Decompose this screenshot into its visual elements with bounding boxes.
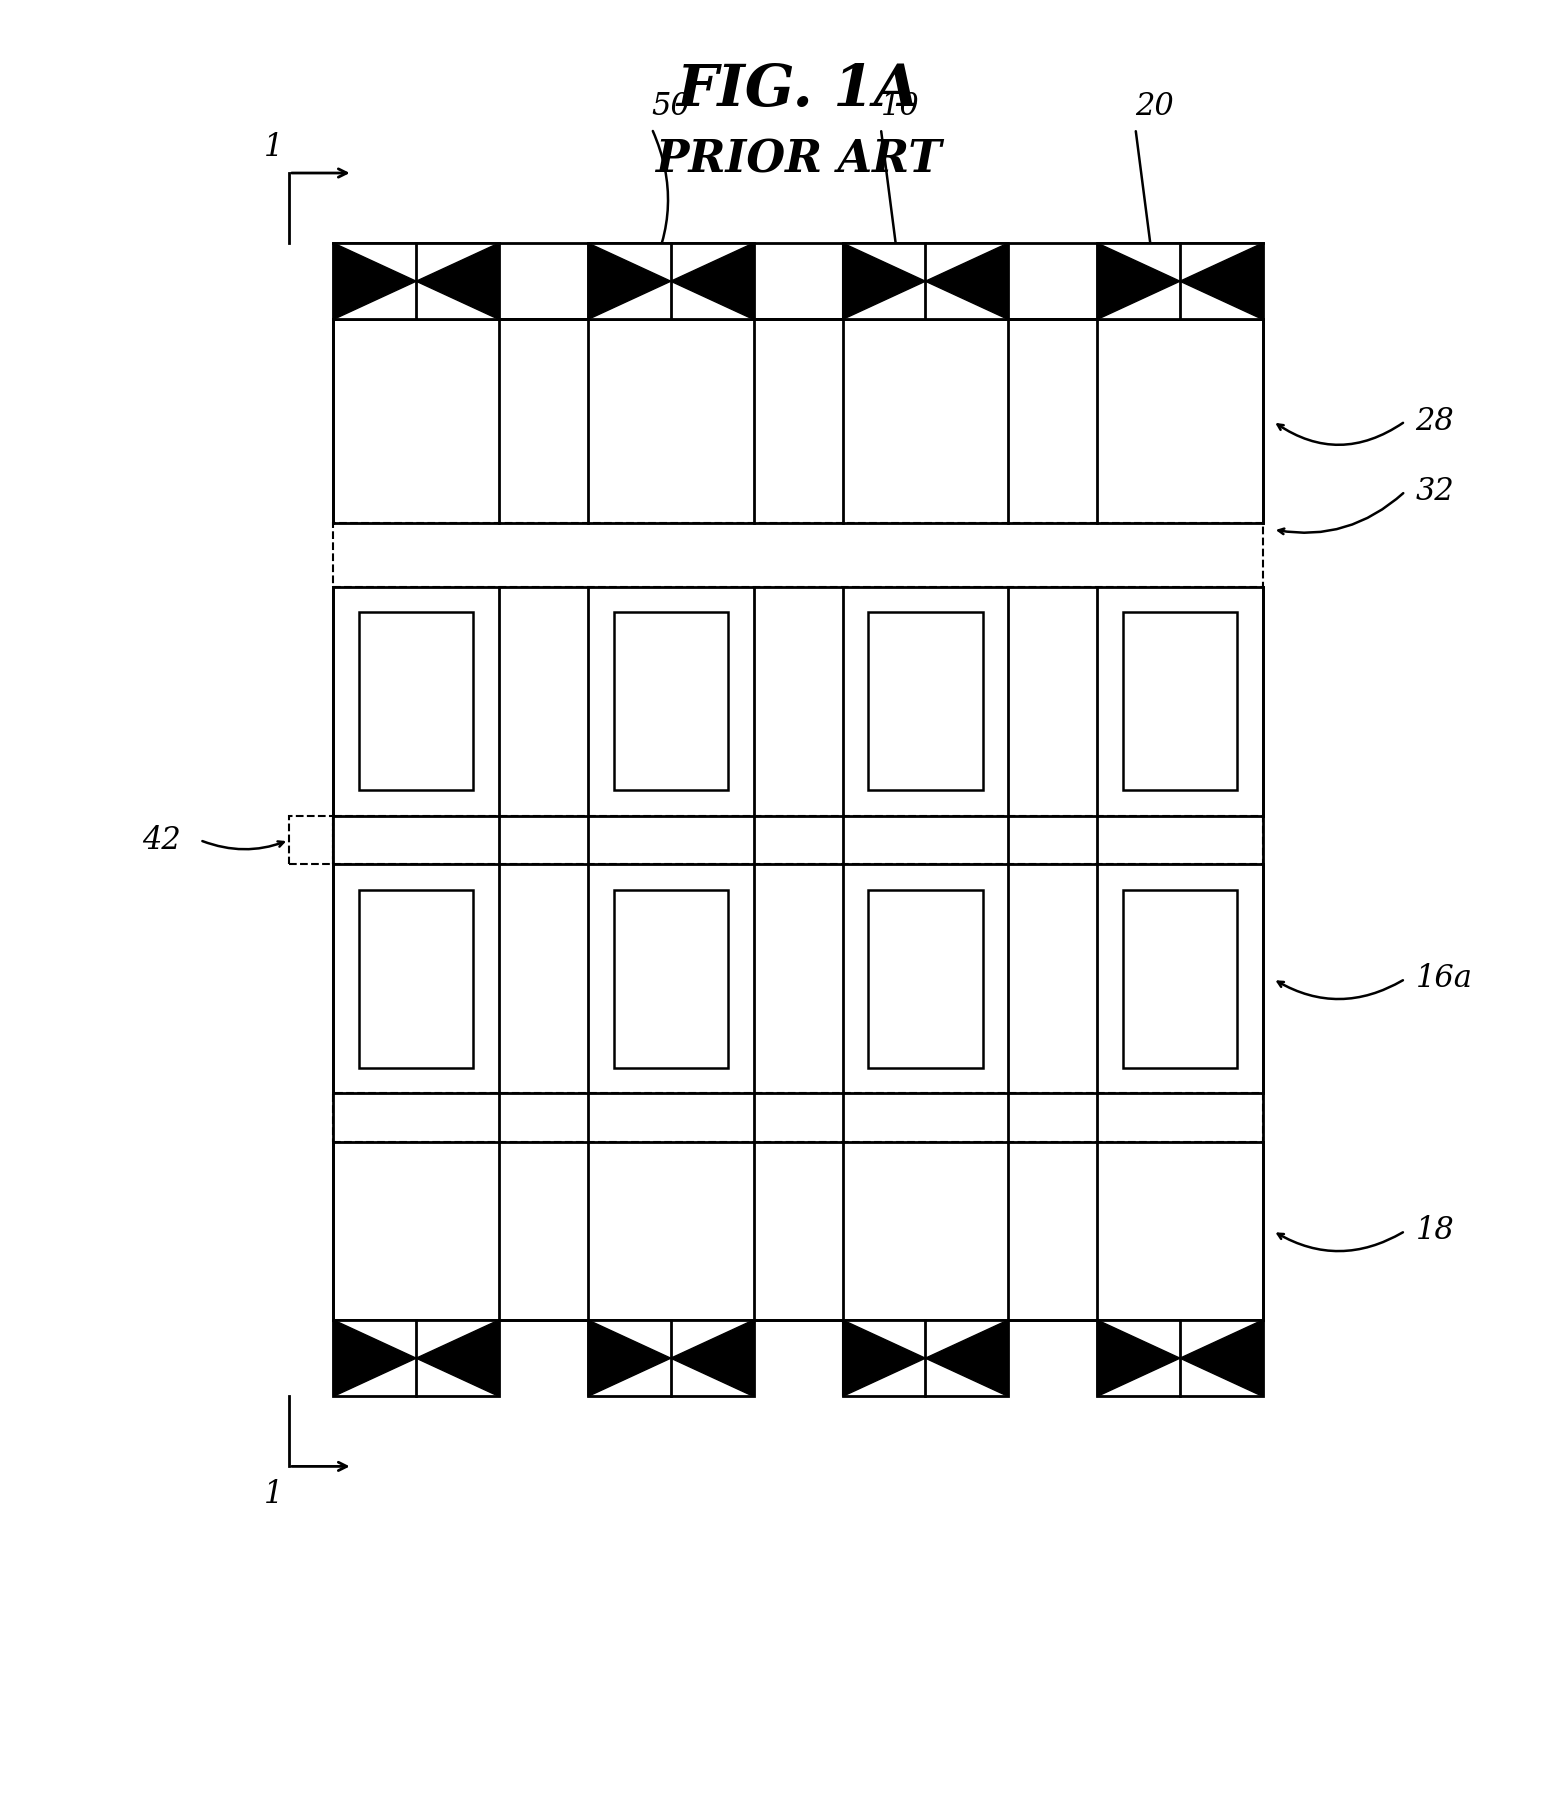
Polygon shape [925,1319,1008,1396]
Text: 32: 32 [1416,476,1454,507]
Polygon shape [1179,1319,1262,1396]
Bar [333,243,499,319]
Text: 42: 42 [142,825,181,856]
Text: 20: 20 [1136,90,1175,121]
Bar [358,612,474,791]
Polygon shape [587,1319,671,1396]
Bar [333,816,1262,863]
Polygon shape [1097,1319,1179,1396]
Bar [1123,891,1237,1068]
Text: 50: 50 [651,90,690,121]
Bar [614,891,728,1068]
Polygon shape [925,243,1008,319]
Bar [614,612,728,791]
Bar [333,586,1262,816]
Bar [333,1142,1262,1319]
Bar [288,816,333,863]
Text: 1: 1 [263,132,284,163]
Polygon shape [843,243,925,319]
Bar [868,891,983,1068]
Polygon shape [416,243,499,319]
Polygon shape [843,1319,925,1396]
Polygon shape [671,1319,754,1396]
Text: 1: 1 [263,1479,284,1510]
Bar [843,1319,1008,1396]
Polygon shape [416,1319,499,1396]
Bar [1097,1319,1262,1396]
Text: 28: 28 [1416,405,1454,436]
Text: 18: 18 [1416,1215,1454,1247]
Bar [843,243,1008,319]
Text: 10: 10 [880,90,919,121]
Bar [333,319,1262,523]
Polygon shape [333,243,416,319]
Bar [1097,243,1262,319]
Text: 16a: 16a [1416,963,1472,994]
Text: PRIOR ART: PRIOR ART [654,139,941,181]
Bar [1123,612,1237,791]
Bar [333,1093,1262,1142]
Polygon shape [1097,243,1179,319]
Polygon shape [671,243,754,319]
Bar [358,891,474,1068]
Bar [333,1319,499,1396]
Bar [333,863,1262,1093]
Bar [868,612,983,791]
Polygon shape [587,243,671,319]
Bar [587,243,754,319]
Bar [333,523,1262,586]
Polygon shape [333,1319,416,1396]
Text: FIG. 1A: FIG. 1A [676,62,919,118]
Polygon shape [1179,243,1262,319]
Bar [587,1319,754,1396]
